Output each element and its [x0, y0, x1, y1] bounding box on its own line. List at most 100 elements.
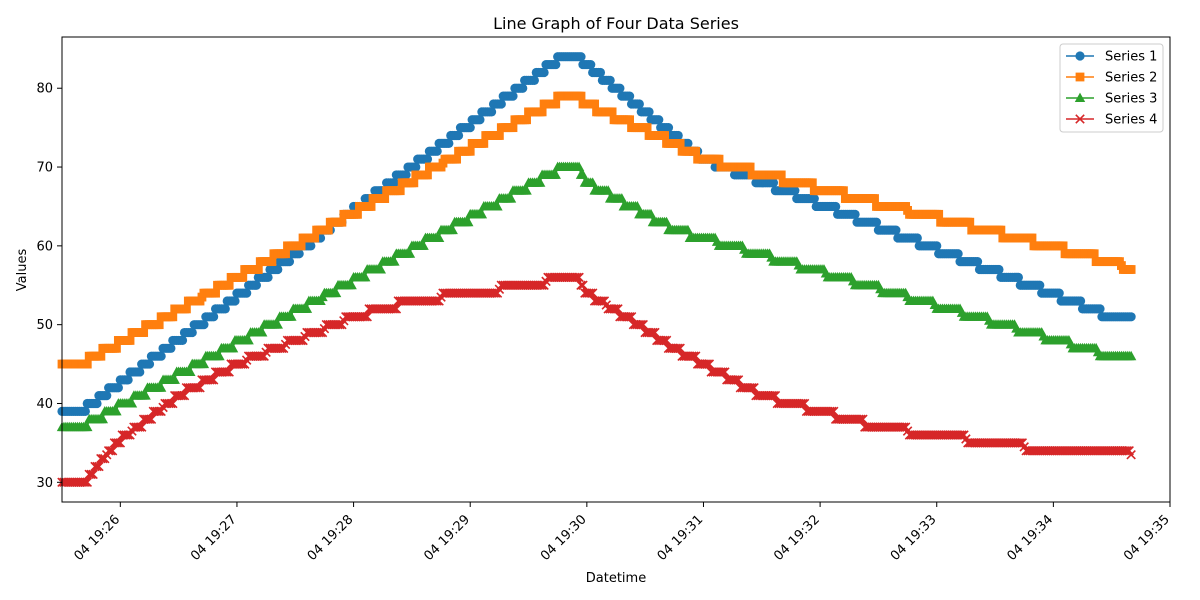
- data-point: [776, 170, 786, 180]
- data-point: [799, 398, 810, 409]
- data-point: [522, 115, 531, 125]
- data-point: [1089, 249, 1099, 259]
- data-point: [1075, 114, 1085, 124]
- legend-entry: Series 1: [1066, 50, 1157, 65]
- data-point: [550, 169, 561, 179]
- data-point: [411, 162, 421, 172]
- data-point: [198, 358, 210, 369]
- data-point: [587, 288, 598, 298]
- data-point: [263, 272, 273, 282]
- data-point: [1054, 288, 1064, 298]
- legend-label: Series 4: [1105, 113, 1157, 128]
- data-point: [281, 249, 290, 259]
- data-point: [155, 382, 167, 392]
- axes-frame: [61, 36, 1171, 503]
- legend-box: [1059, 43, 1164, 133]
- data-point: [535, 280, 545, 291]
- data-point: [871, 217, 882, 227]
- data-point: [111, 405, 122, 416]
- x-tick-label: 04 19:35: [1121, 512, 1173, 564]
- data-point: [433, 232, 445, 242]
- data-point: [187, 327, 197, 338]
- data-point: [389, 304, 400, 314]
- y-tick-label: 60: [36, 239, 53, 254]
- data-point: [634, 99, 644, 109]
- data-point: [1013, 272, 1023, 282]
- data-point: [972, 257, 983, 267]
- data-point: [1126, 265, 1136, 274]
- data-point: [139, 328, 149, 337]
- data-point: [797, 398, 808, 409]
- data-point: [994, 264, 1004, 275]
- data-point: [346, 279, 357, 290]
- data-point: [366, 202, 376, 211]
- data-point: [214, 350, 225, 361]
- data-point: [255, 351, 266, 361]
- data-point: [136, 422, 147, 432]
- data-point: [313, 327, 324, 338]
- data-point: [650, 327, 660, 338]
- data-point: [135, 367, 145, 377]
- data-point: [1095, 304, 1105, 314]
- y-tick-label: 40: [36, 397, 53, 412]
- data-point: [636, 319, 647, 330]
- data-point: [644, 107, 654, 117]
- data-point: [253, 265, 263, 274]
- data-point: [144, 414, 155, 425]
- data-point: [1125, 350, 1137, 361]
- data-point: [675, 343, 685, 354]
- y-tick-label: 50: [36, 318, 53, 333]
- data-point: [615, 83, 625, 93]
- data-point: [494, 131, 504, 140]
- data-point: [144, 359, 155, 369]
- data-point: [166, 343, 176, 353]
- x-tick-label: 04 19:29: [421, 512, 473, 564]
- data-point: [891, 225, 901, 235]
- plot-area: [56, 52, 1137, 488]
- data-point: [1126, 449, 1136, 460]
- data-point: [934, 209, 944, 219]
- data-point: [854, 414, 864, 425]
- data-point: [682, 224, 694, 235]
- data-point: [586, 59, 596, 70]
- data-point: [182, 304, 191, 314]
- data-point: [572, 272, 582, 283]
- data-point: [714, 154, 724, 164]
- data-point: [508, 123, 518, 133]
- data-point: [112, 343, 121, 353]
- data-point: [661, 216, 672, 227]
- data-point: [251, 280, 261, 290]
- data-point: [702, 359, 713, 369]
- data-point: [573, 161, 585, 172]
- data-point: [444, 138, 454, 148]
- data-point: [380, 194, 390, 203]
- x-tick-label: 04 19:27: [188, 512, 240, 564]
- x-tick-label: 04 19:33: [888, 512, 940, 564]
- legend-entry: Series 4: [1066, 113, 1157, 128]
- data-point: [551, 99, 561, 109]
- data-point: [220, 304, 230, 314]
- data-point: [463, 216, 474, 227]
- data-point: [447, 224, 458, 235]
- data-point: [624, 312, 635, 322]
- data-point: [273, 264, 283, 275]
- data-point: [642, 123, 652, 133]
- data-point: [634, 319, 645, 330]
- data-point: [92, 461, 102, 472]
- data-point: [505, 193, 517, 203]
- data-point: [430, 296, 440, 306]
- data-point: [578, 280, 588, 291]
- data-point: [605, 75, 615, 85]
- data-point: [626, 312, 637, 322]
- data-point: [870, 194, 879, 203]
- data-point: [648, 327, 658, 338]
- data-point: [856, 414, 866, 425]
- series-1: [57, 52, 1136, 416]
- data-point: [401, 170, 411, 180]
- data-point: [896, 422, 907, 432]
- data-point: [825, 406, 835, 417]
- data-point: [1058, 241, 1068, 251]
- data-point: [488, 288, 499, 298]
- data-point: [102, 391, 112, 401]
- data-point: [211, 288, 220, 298]
